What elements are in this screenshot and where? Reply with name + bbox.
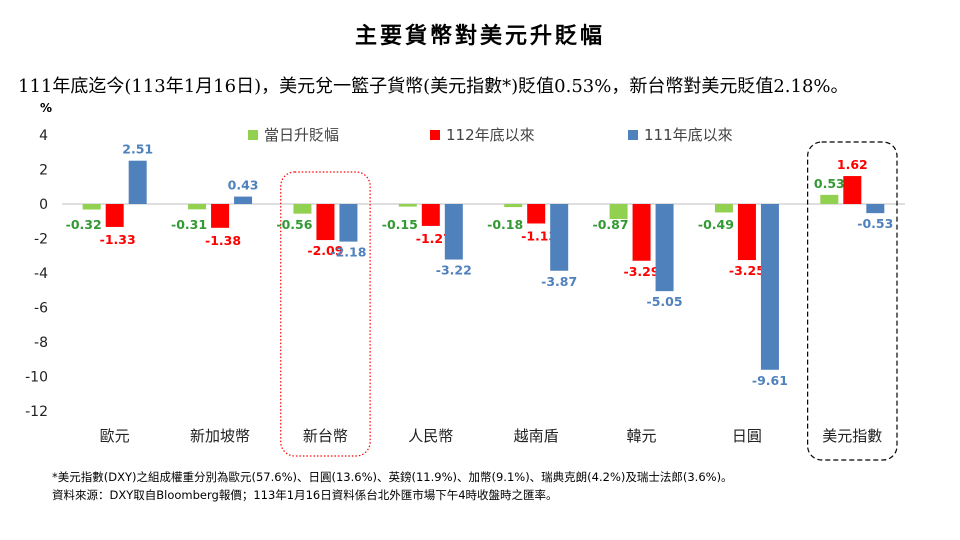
category-label: 歐元	[100, 427, 130, 445]
bar	[866, 204, 885, 214]
data-label: -0.53	[857, 216, 893, 231]
data-label: -3.87	[541, 274, 577, 289]
y-tick-label: 2	[39, 163, 48, 179]
bar	[843, 176, 862, 204]
y-tick-label: -8	[34, 335, 48, 351]
bar	[760, 204, 779, 370]
bar	[609, 204, 628, 220]
data-label: -3.25	[729, 263, 765, 278]
bar	[339, 204, 358, 242]
category-label: 人民幣	[408, 427, 453, 445]
legend-label: 111年底以來	[644, 126, 733, 144]
data-label: -2.18	[330, 245, 366, 260]
y-tick-label: -6	[34, 301, 48, 317]
legend-swatch	[430, 130, 440, 140]
page-title: 主要貨幣對美元升貶幅	[354, 23, 605, 49]
data-label: 1.62	[837, 157, 868, 172]
data-label: -9.61	[752, 373, 788, 388]
data-label: 0.53	[814, 176, 845, 191]
page-subtitle: 111年底迄今(113年1月16日)，美元兌一籃子貨幣(美元指數*)貶值0.53…	[18, 76, 849, 97]
bar	[737, 204, 756, 261]
footnote-source: 資料來源：DXY取自Bloomberg報價；113年1月16日資料係台北外匯市場…	[52, 488, 558, 502]
bar	[105, 204, 124, 227]
data-label: 0.43	[228, 178, 259, 193]
data-label: -3.22	[436, 263, 472, 278]
y-tick-label: -4	[34, 266, 48, 282]
legend-swatch	[248, 130, 258, 140]
data-label: -0.87	[593, 217, 629, 232]
bar	[234, 196, 253, 204]
legend-swatch	[628, 130, 638, 140]
data-label: -0.32	[66, 217, 102, 232]
data-label: -1.27	[416, 231, 452, 246]
data-label: -2.09	[307, 243, 343, 258]
bar	[293, 204, 312, 214]
data-label: -1.38	[205, 233, 241, 248]
data-label: -0.56	[276, 217, 312, 232]
y-tick-label: -2	[34, 232, 48, 248]
bar	[820, 194, 839, 204]
bar	[714, 204, 733, 213]
highlight-box-usd-index	[807, 141, 898, 461]
y-tick-label: 4	[39, 128, 48, 144]
bar	[550, 204, 569, 271]
bar	[504, 204, 523, 208]
category-label: 新加坡幣	[190, 427, 250, 445]
y-tick-label: -12	[25, 404, 48, 420]
highlight-box-twd	[280, 171, 371, 457]
category-label: 美元指數	[822, 427, 882, 445]
data-label: -0.31	[171, 217, 207, 232]
legend-label: 當日升貶幅	[264, 126, 339, 144]
category-label: 韓元	[627, 427, 657, 445]
bar	[421, 204, 440, 226]
y-axis-unit: %	[40, 101, 52, 115]
data-label: -0.18	[487, 217, 523, 232]
bar	[211, 204, 230, 228]
category-label: 新台幣	[303, 427, 348, 445]
data-label: -1.33	[100, 232, 136, 247]
data-label: -3.29	[624, 264, 660, 279]
data-label: -5.05	[647, 294, 683, 309]
bar	[444, 204, 463, 260]
data-label: -0.15	[382, 217, 418, 232]
bar	[632, 204, 651, 261]
bar	[527, 204, 546, 224]
bar	[128, 160, 147, 204]
legend-label: 112年底以來	[446, 126, 535, 144]
bar	[398, 204, 417, 207]
bar	[82, 204, 101, 210]
bar	[188, 204, 207, 210]
data-label: -1.13	[521, 228, 557, 243]
data-label: -0.49	[698, 217, 734, 232]
category-label: 越南盾	[514, 427, 559, 445]
y-tick-label: 0	[39, 197, 48, 213]
y-tick-label: -10	[25, 370, 48, 386]
bar	[316, 204, 335, 241]
bar	[655, 204, 674, 292]
data-label: 2.51	[122, 142, 153, 157]
category-label: 日圓	[732, 427, 762, 445]
footnote-weights: *美元指數(DXY)之組成權重分別為歐元(57.6%)、日圓(13.6%)、英鎊…	[52, 470, 733, 484]
